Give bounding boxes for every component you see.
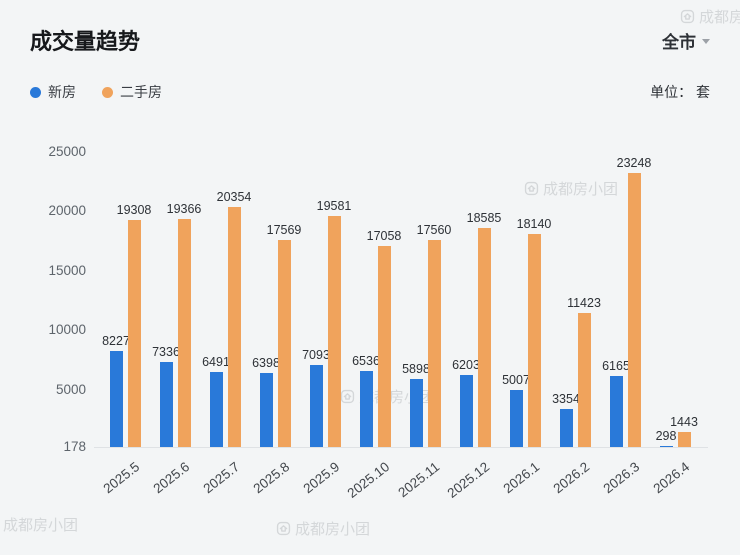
bar-value-label: 20354 — [216, 190, 252, 205]
watermark: 成都房小团 — [0, 514, 78, 535]
watermark-text: 成都房小团 — [543, 181, 619, 198]
bar-newhouse — [109, 351, 123, 447]
x-axis-label: 2025.9 — [300, 459, 343, 497]
watermark-text: 成都房小团 — [699, 9, 740, 26]
bar-value-label: 5007 — [502, 372, 530, 387]
bar-secondhand — [477, 228, 491, 447]
x-axis-label: 2025.5 — [100, 459, 143, 497]
bar-value-label: 11423 — [567, 296, 601, 311]
bar-value-label: 7093 — [302, 347, 330, 362]
bar-secondhand — [427, 240, 441, 447]
watermark-text: 成都房小团 — [3, 517, 79, 534]
bar-value-label: 1443 — [670, 414, 698, 429]
bar-value-label: 19581 — [316, 199, 352, 214]
bar-secondhand — [627, 172, 641, 447]
bar-value-label: 17560 — [416, 223, 452, 238]
unit-label: 单位： 套 — [650, 84, 710, 100]
watermark: 成都房小团 — [680, 6, 740, 27]
x-axis-label: 2025.11 — [395, 459, 443, 501]
bar-newhouse — [309, 364, 323, 447]
bar-newhouse — [159, 361, 173, 447]
watermark-logo-icon — [680, 9, 695, 24]
bar-value-label: 8227 — [102, 334, 130, 349]
y-axis-label: 5000 — [55, 381, 86, 397]
watermark-logo-icon — [340, 389, 355, 404]
watermark: 成都房小团 — [524, 178, 618, 199]
bar-value-label: 298 — [655, 428, 677, 443]
city-selector-label: 全市 — [662, 32, 696, 52]
y-axis-label: 15000 — [48, 262, 86, 278]
bar-value-label: 7336 — [152, 344, 180, 359]
legend-row: 新房 二手房 单位： 套 — [0, 82, 740, 102]
x-axis-label: 2026.1 — [500, 459, 543, 497]
x-axis-label: 2025.8 — [250, 459, 293, 497]
bar-newhouse — [659, 445, 673, 447]
city-selector[interactable]: 全市 — [662, 28, 710, 53]
bar-secondhand — [277, 240, 291, 447]
bar-value-label: 6165 — [602, 358, 630, 373]
x-axis-label: 2026.3 — [600, 459, 643, 497]
watermark: 成都房小团 — [276, 518, 370, 539]
y-axis-label: 25000 — [48, 144, 86, 159]
bar-secondhand — [227, 207, 241, 447]
bar-value-label: 18585 — [466, 211, 502, 226]
bar-newhouse — [209, 371, 223, 447]
bar-value-label: 17569 — [266, 223, 302, 238]
x-axis-label: 2025.12 — [444, 459, 493, 501]
legend-label: 新房 — [48, 84, 76, 100]
legend-marker — [102, 86, 113, 98]
watermark-text: 成都房小团 — [295, 521, 371, 538]
bar-secondhand — [577, 313, 591, 447]
bar-value-label: 23248 — [616, 155, 652, 170]
bar-value-label: 6536 — [352, 354, 380, 369]
x-axis-label: 2026.2 — [550, 459, 593, 497]
bar-secondhand — [127, 219, 141, 447]
bar-value-label: 19308 — [116, 202, 152, 217]
header: 成交量趋势 全市 — [0, 0, 740, 56]
bar-newhouse — [359, 371, 373, 447]
bar-value-label: 6203 — [452, 358, 480, 373]
bar-secondhand — [377, 246, 391, 447]
page-title: 成交量趋势 — [30, 29, 141, 54]
y-axis-label: 10000 — [48, 322, 86, 338]
bar-value-label: 3354 — [552, 392, 580, 407]
watermark-logo-icon — [276, 521, 291, 536]
bar-value-label: 17058 — [366, 229, 402, 244]
chevron-down-icon — [702, 38, 710, 44]
legend-item[interactable]: 新房 — [30, 82, 76, 102]
x-axis-line — [94, 447, 708, 448]
legend-label: 二手房 — [120, 84, 162, 100]
legend-marker — [30, 86, 41, 98]
x-axis-label: 2026.4 — [650, 459, 693, 497]
bar-secondhand — [327, 216, 341, 447]
chart-legend: 新房 二手房 — [30, 82, 162, 102]
bar-secondhand — [177, 218, 191, 447]
bar-newhouse — [409, 379, 423, 447]
bar-value-label: 6398 — [252, 356, 280, 371]
y-axis-label: 20000 — [48, 203, 86, 219]
bar-chart: 25000 20000 15000 10000 5000 178 8227 19308 2025… — [0, 118, 740, 522]
bar-newhouse — [609, 375, 623, 447]
bar-newhouse — [509, 389, 523, 447]
bar-value-label: 5898 — [402, 362, 430, 377]
bar-value-label: 18140 — [516, 216, 552, 231]
bar-secondhand — [527, 233, 541, 447]
bar-value-label: 19366 — [166, 201, 202, 216]
bar-newhouse — [459, 375, 473, 447]
y-axis-label: 178 — [63, 439, 86, 454]
bar-newhouse — [259, 373, 273, 447]
watermark-logo-icon — [524, 181, 539, 196]
legend-item[interactable]: 二手房 — [102, 82, 162, 102]
bar-secondhand — [677, 431, 691, 447]
x-axis-label: 2025.6 — [150, 459, 193, 497]
x-axis-label: 2025.10 — [344, 459, 393, 501]
x-axis-label: 2025.7 — [200, 459, 243, 497]
bar-newhouse — [559, 409, 573, 447]
bar-value-label: 6491 — [202, 354, 230, 369]
